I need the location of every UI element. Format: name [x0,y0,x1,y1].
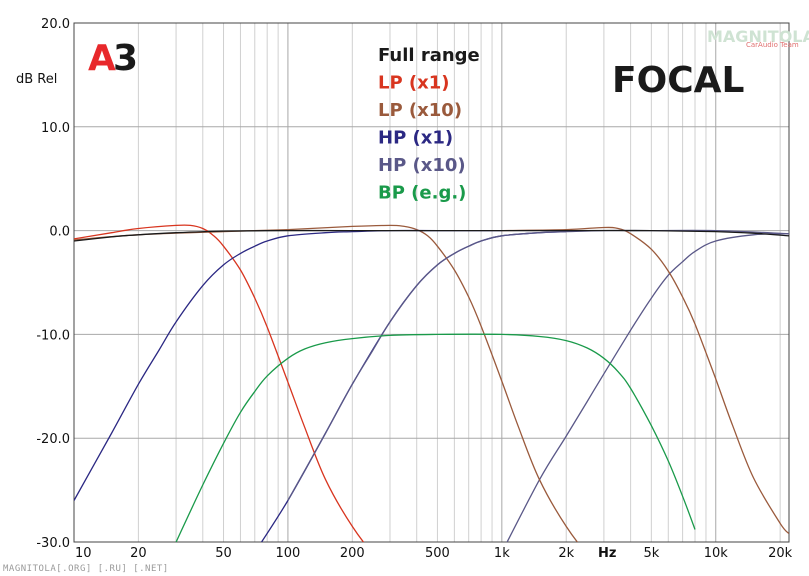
y-tick-label: 20.0 [41,17,70,32]
legend-entry: HP (x1) [378,128,453,149]
legend: Full range LP (x1) LP (x10) HP (x1) HP (x10)… [378,45,480,204]
y-tick-labels: 20.0 10.0 0.0 -10.0 -20.0 -30.0 [36,17,70,551]
watermark-subtitle: CarAudio Team [746,41,799,49]
watermark: MAGNITOLA CarAudio Team [707,27,809,49]
y-tick-label: 0.0 [49,225,70,240]
y-tick-label: -30.0 [36,536,70,551]
x-tick-label: 10k [704,546,729,561]
footer-text: MAGNITOLA[.ORG] [.RU] [.NET] [3,564,169,574]
x-tick-label: 20 [130,546,147,561]
series-line-lp-x1 [74,224,365,542]
watermark-logo: MAGNITOLA [707,27,809,46]
series-line-bp-e-g [175,333,696,542]
legend-entry: Full range [378,45,480,66]
series-line-full-range [74,229,789,242]
brand-title: FOCAL [612,60,744,101]
x-axis-unit-label: Hz [598,546,616,561]
legend-entry: BP (e.g.) [378,183,466,204]
series-line-hp-x10-high [506,233,789,542]
y-tick-label: -10.0 [36,328,70,343]
x-tick-label: 20k [768,546,793,561]
x-tick-label: 1k [494,546,510,561]
y-tick-label: 10.0 [41,121,70,136]
badge-digit: 3 [113,38,138,79]
legend-entry: HP (x10) [378,155,466,176]
x-tick-label: 50 [215,546,232,561]
series-line-lp-x10-high [501,226,789,535]
x-tick-label: 2k [558,546,574,561]
curves [74,224,789,542]
x-tick-label: 10 [75,546,92,561]
a3-badge: A 3 [88,38,138,79]
legend-entry: LP (x1) [378,73,450,94]
x-tick-label: 5k [643,546,659,561]
x-tick-label: 200 [340,546,365,561]
badge-letter: A [88,38,116,79]
x-tick-label: 100 [276,546,301,561]
plot-frame [73,22,790,543]
x-tick-labels: 10 20 50 100 200 500 1k 2k 5k 10k 20k [75,546,793,561]
legend-entry: LP (x10) [378,100,462,121]
x-tick-label: 500 [425,546,450,561]
y-axis-label: dB Rel [16,72,57,87]
y-tick-label: -20.0 [36,432,70,447]
